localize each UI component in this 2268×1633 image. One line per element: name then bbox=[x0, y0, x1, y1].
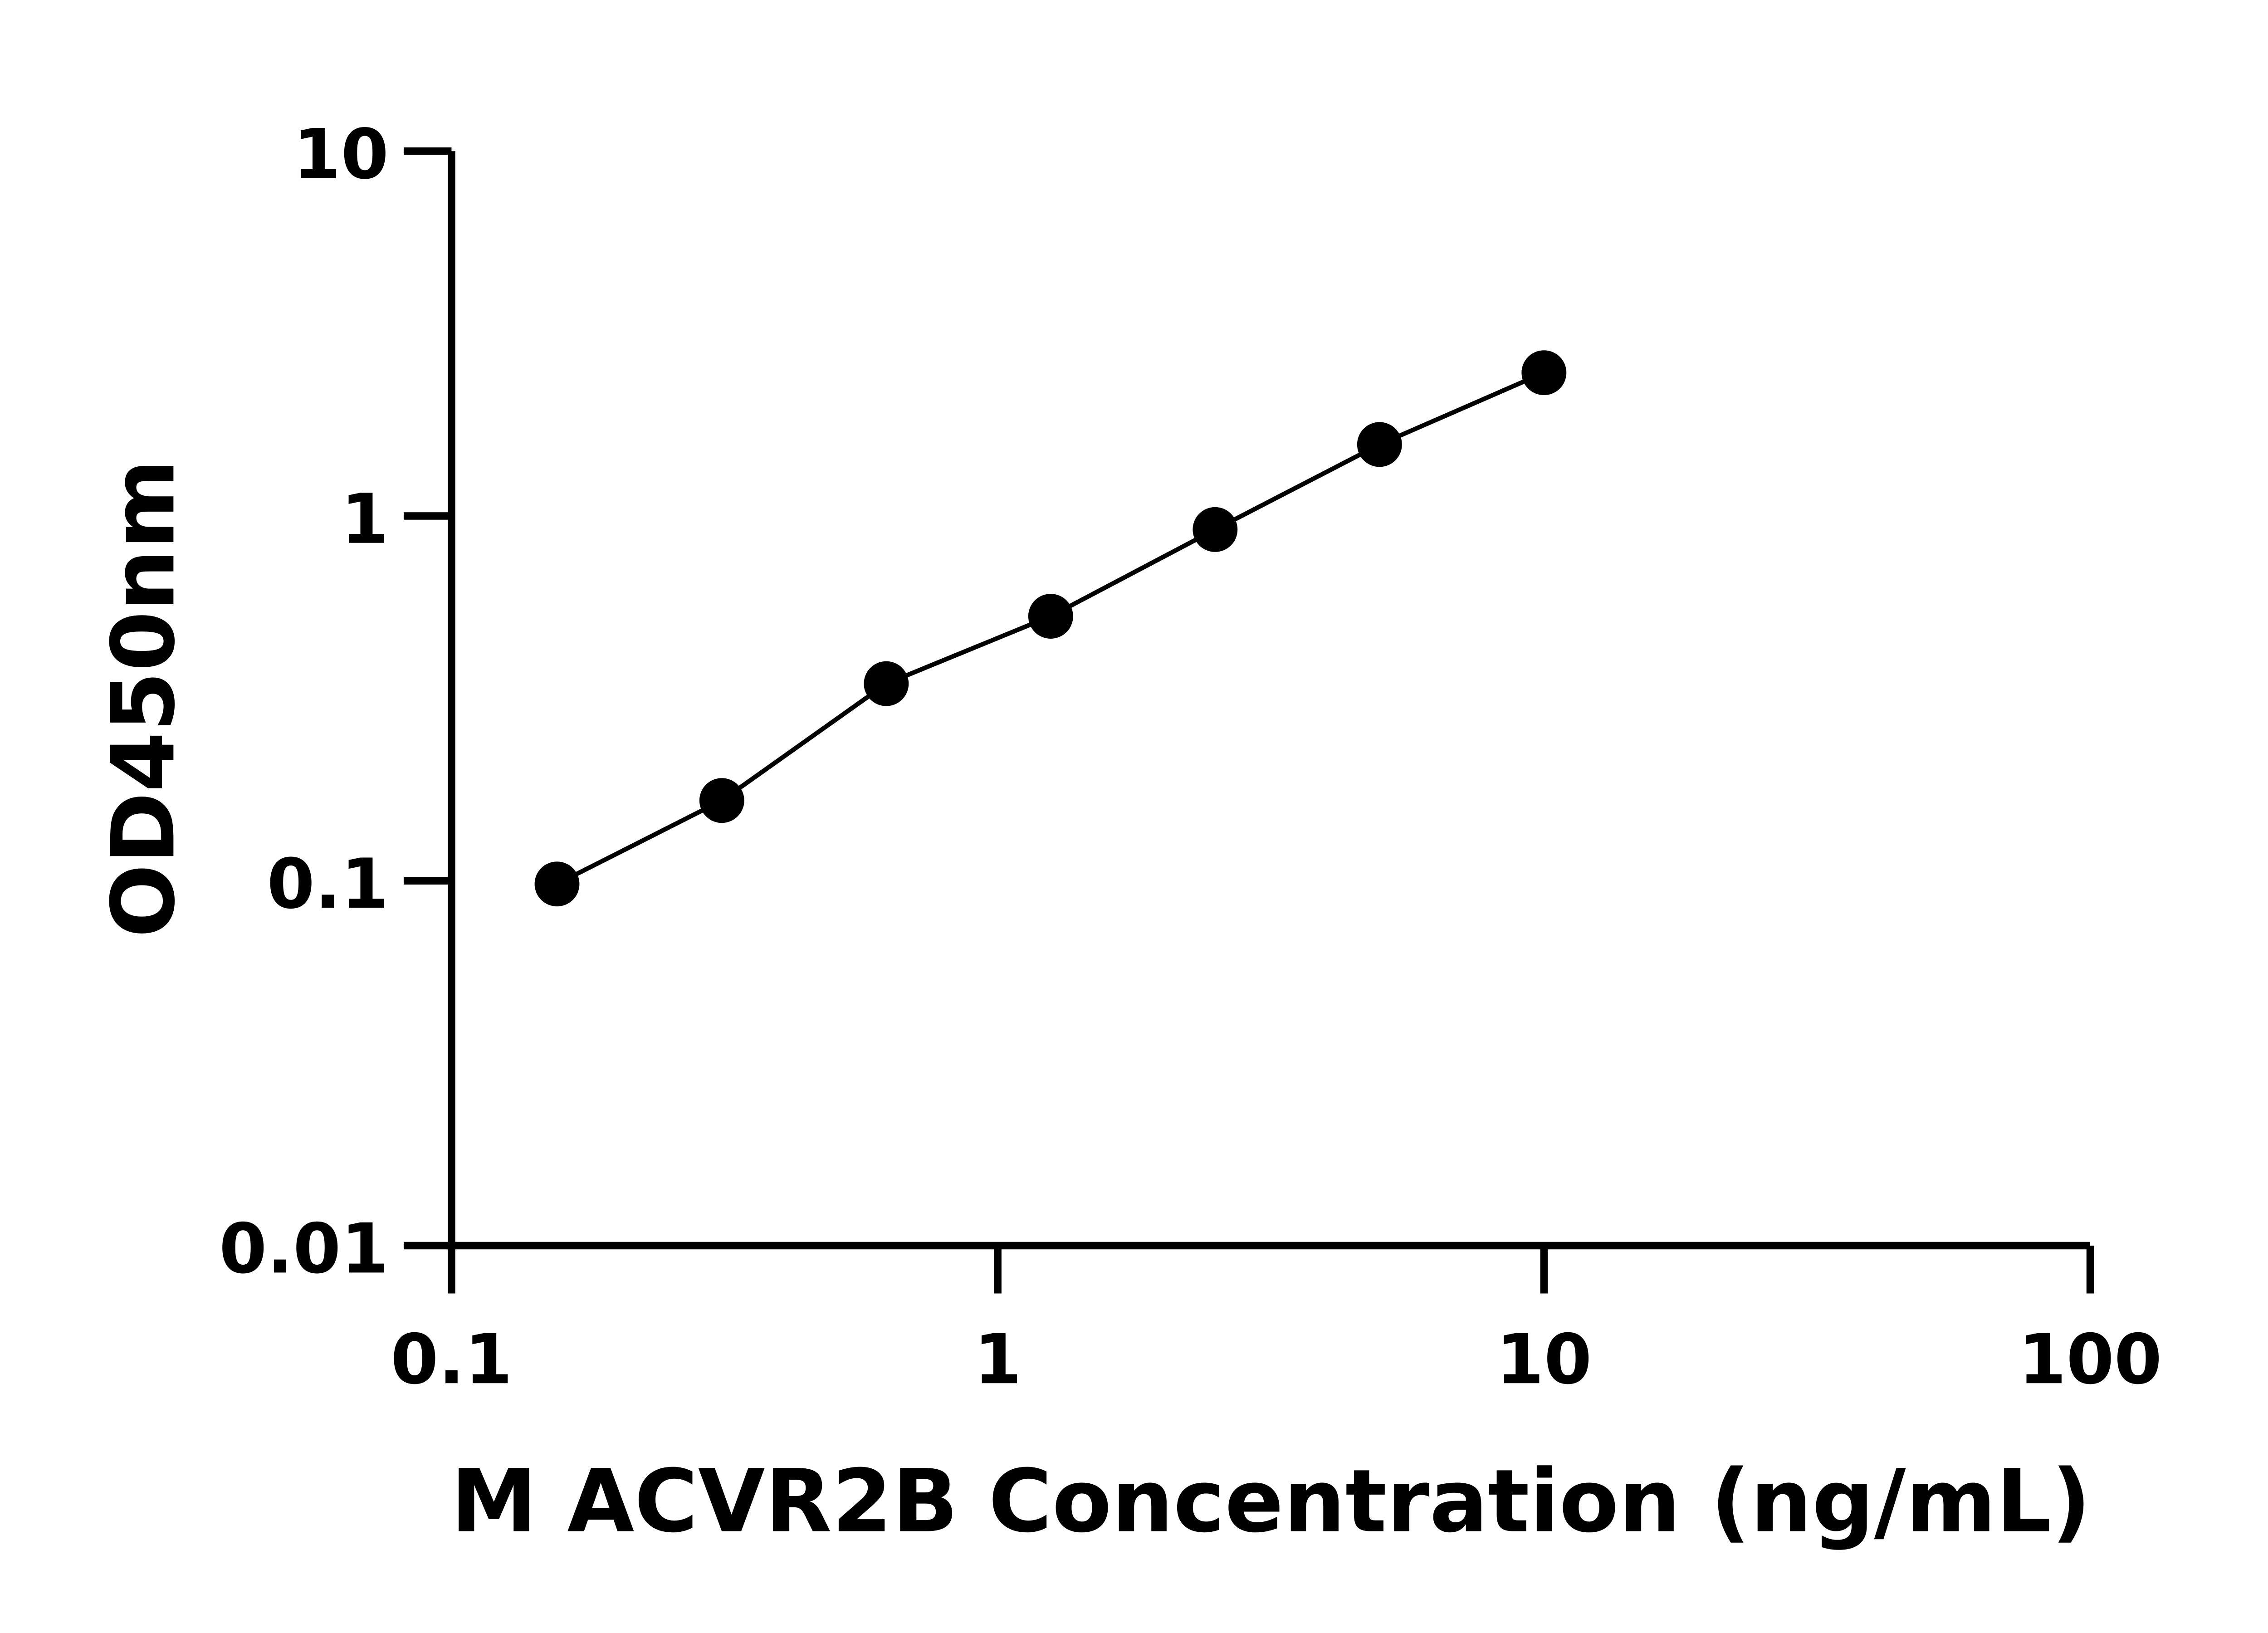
y-tick-label: 0.1 bbox=[267, 844, 389, 924]
data-point bbox=[1028, 594, 1073, 639]
data-point bbox=[1521, 350, 1567, 396]
data-point bbox=[864, 661, 909, 706]
series bbox=[534, 350, 1567, 907]
x-tick-label: 1 bbox=[974, 1319, 1022, 1399]
x-tick-label: 100 bbox=[2019, 1319, 2162, 1399]
y-tick-label: 10 bbox=[293, 114, 389, 195]
x-tick-label: 0.1 bbox=[391, 1319, 513, 1399]
data-point bbox=[699, 778, 744, 823]
x-axis-label: M ACVR2B Concentration (ng/mL) bbox=[451, 1452, 2091, 1552]
data-point bbox=[1357, 422, 1402, 467]
axes bbox=[448, 151, 2091, 1250]
data-point bbox=[1193, 507, 1238, 552]
y-axis-label: OD450nm bbox=[93, 459, 194, 938]
y-tick-label: 0.01 bbox=[219, 1208, 389, 1289]
y-tick-label: 1 bbox=[341, 479, 389, 559]
x-tick-label: 10 bbox=[1496, 1319, 1592, 1399]
data-point bbox=[534, 861, 580, 907]
